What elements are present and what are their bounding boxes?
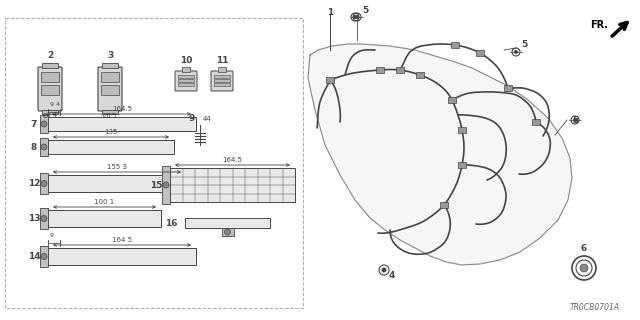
Bar [448,97,456,103]
Text: 10: 10 [180,56,192,65]
Text: 135: 135 [104,129,118,135]
Bar [178,83,194,86]
Bar [42,110,58,114]
Text: 3: 3 [107,51,113,60]
Bar [41,72,59,82]
Bar [504,85,512,91]
Text: 6: 6 [581,244,587,253]
Bar [48,210,161,227]
FancyBboxPatch shape [211,71,233,91]
Text: 4: 4 [389,271,395,280]
Bar [214,79,230,82]
Bar [182,67,190,72]
Text: 1: 1 [327,8,333,17]
Bar [416,72,424,78]
Bar [458,127,466,133]
Circle shape [225,229,230,235]
FancyBboxPatch shape [98,67,122,111]
Bar [102,110,118,114]
Bar [101,72,119,82]
Bar [40,208,48,229]
Text: 13: 13 [28,214,40,223]
Polygon shape [308,44,572,265]
Bar [40,138,48,156]
Text: 155 3: 155 3 [107,164,127,170]
Circle shape [41,121,47,127]
Bar [440,202,448,208]
Bar [48,140,174,154]
Bar [48,248,196,265]
Text: 14: 14 [28,252,40,261]
Text: 2: 2 [47,51,53,60]
Bar [40,115,48,133]
Circle shape [573,118,577,122]
Bar [40,173,48,194]
Bar [221,228,234,236]
Bar [178,75,194,78]
Bar [40,246,48,267]
Bar [214,83,230,86]
Circle shape [353,15,357,19]
Bar [102,63,118,68]
Bar [48,117,196,131]
Bar [170,168,295,202]
Text: 164 5: 164 5 [112,237,132,243]
Text: Ø15: Ø15 [103,113,117,119]
Text: 16: 16 [164,219,177,228]
Bar [376,67,384,73]
Text: 9: 9 [189,114,195,123]
Circle shape [163,182,169,188]
Circle shape [355,15,359,19]
Bar [178,79,194,82]
Text: Ø19: Ø19 [43,113,57,119]
Circle shape [381,268,387,273]
Text: 164.5: 164.5 [112,106,132,112]
Circle shape [41,144,47,150]
Text: FR.: FR. [590,20,608,30]
Circle shape [514,50,518,54]
Text: 5: 5 [521,39,527,49]
FancyBboxPatch shape [175,71,197,91]
Bar [101,85,119,95]
Text: 7: 7 [31,119,37,129]
Bar [451,42,459,48]
Text: 5: 5 [572,116,579,124]
Bar [42,63,58,68]
Bar [162,166,170,204]
Text: 15: 15 [150,180,163,189]
Text: 12: 12 [28,179,40,188]
Text: 100 1: 100 1 [94,199,115,205]
Bar [218,67,226,72]
Bar [48,175,186,192]
Text: 44: 44 [203,116,212,122]
Bar [532,119,540,125]
Bar [214,75,230,78]
Bar [185,218,270,228]
Text: 9 4: 9 4 [50,102,60,107]
Bar [458,162,466,168]
Text: 8: 8 [31,142,37,151]
Circle shape [41,180,47,187]
Bar [5,18,303,308]
Bar [476,50,484,56]
Text: 164.5: 164.5 [223,157,243,163]
Text: 5: 5 [362,5,368,14]
FancyBboxPatch shape [38,67,62,111]
Circle shape [580,264,588,272]
Bar [396,67,404,73]
Bar [41,85,59,95]
Circle shape [41,253,47,260]
Text: TR0CB0701A: TR0CB0701A [570,303,620,312]
Text: 9: 9 [50,233,54,238]
Bar [326,77,334,83]
Text: 11: 11 [216,56,228,65]
Circle shape [41,215,47,221]
